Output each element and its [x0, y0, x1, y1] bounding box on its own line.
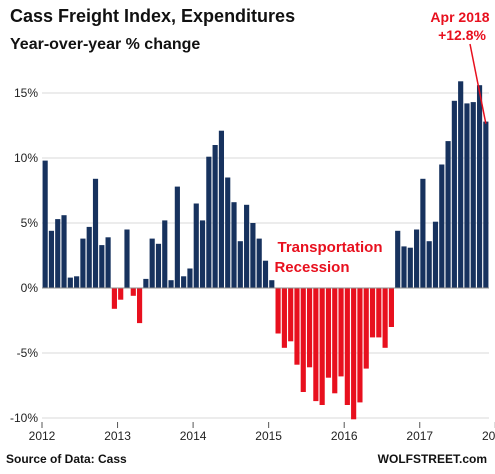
- bar: [439, 164, 445, 288]
- bar: [67, 277, 73, 288]
- bar: [212, 145, 218, 288]
- bar: [168, 280, 174, 288]
- bar: [376, 288, 382, 338]
- bar: [269, 280, 275, 288]
- bar: [275, 288, 281, 334]
- x-axis: 2012 2013 2014 2015 2016 2017 2018: [29, 287, 495, 443]
- annotation-recession-line2: Recession: [274, 259, 349, 276]
- bar: [281, 288, 287, 348]
- y-tick-label: 0%: [21, 281, 39, 295]
- bar: [351, 288, 357, 420]
- bar: [174, 186, 180, 288]
- bar: [206, 156, 212, 288]
- bar: [357, 288, 363, 403]
- bar: [288, 288, 294, 342]
- bar: [218, 130, 225, 288]
- bar: [338, 288, 344, 377]
- bar: [181, 276, 187, 288]
- x-tick-label: 2017: [406, 429, 433, 443]
- bar: [445, 141, 451, 288]
- bar: [388, 288, 394, 327]
- source-note: Source of Data: Cass: [6, 452, 127, 466]
- callout-date: Apr 2018: [430, 9, 489, 25]
- bar: [42, 160, 48, 288]
- bar: [48, 230, 55, 288]
- x-tick-label: 2018: [482, 429, 495, 443]
- chart-title: Cass Freight Index, Expenditures: [10, 6, 296, 26]
- bar: [92, 178, 99, 288]
- y-axis: 15% 10% 5% 0% -5% -10%: [10, 86, 38, 425]
- bar: [244, 204, 250, 288]
- bar: [262, 260, 269, 288]
- bar: [256, 238, 262, 288]
- bar: [225, 177, 231, 288]
- bar: [313, 288, 319, 402]
- y-tick-label: -10%: [10, 411, 38, 425]
- bar: [143, 278, 149, 288]
- bar: [420, 178, 426, 288]
- bar: [80, 238, 86, 288]
- x-tick-label: 2012: [29, 429, 56, 443]
- bar: [382, 288, 388, 348]
- bar: [332, 288, 338, 394]
- bar: [111, 288, 117, 309]
- y-tick-label: 15%: [14, 86, 38, 100]
- bar: [86, 226, 92, 288]
- bar: [458, 81, 464, 288]
- bar: [137, 288, 143, 324]
- bar: [414, 229, 420, 288]
- bar: [395, 230, 401, 288]
- chart-subtitle: Year-over-year % change: [10, 36, 201, 53]
- bar: [193, 203, 199, 288]
- bar: [451, 100, 457, 288]
- bar: [199, 220, 206, 288]
- brand-label: WOLFSTREET.com: [377, 452, 487, 466]
- callout-arrow: [469, 43, 487, 124]
- bar: [162, 220, 168, 288]
- y-tick-label: 5%: [21, 216, 39, 230]
- bar: [124, 229, 130, 288]
- bar: [61, 215, 67, 288]
- bar: [74, 276, 80, 288]
- bar: [426, 241, 432, 288]
- bar: [99, 245, 105, 288]
- bar: [464, 103, 470, 289]
- bar: [407, 247, 413, 288]
- x-tick-label: 2014: [180, 429, 207, 443]
- bar: [55, 219, 61, 288]
- bar: [483, 121, 489, 288]
- bar: [369, 288, 376, 338]
- bar: [118, 288, 124, 300]
- bars: [42, 81, 489, 420]
- bar: [294, 288, 300, 365]
- bar: [300, 288, 306, 392]
- y-tick-label: -5%: [17, 346, 39, 360]
- x-tick-label: 2013: [104, 429, 131, 443]
- bar: [149, 238, 155, 288]
- bar: [470, 102, 476, 288]
- bar: [401, 246, 407, 288]
- x-tick-label: 2016: [331, 429, 358, 443]
- bar: [325, 288, 332, 378]
- bar: [319, 288, 325, 405]
- bar: [476, 85, 483, 288]
- bar: [344, 288, 350, 405]
- callout-value: +12.8%: [438, 27, 486, 43]
- bar: [231, 202, 237, 288]
- y-tick-label: 10%: [14, 151, 38, 165]
- bar: [155, 243, 162, 288]
- x-tick-label: 2015: [255, 429, 282, 443]
- annotation-recession-line1: Transportation: [277, 239, 382, 256]
- bar: [130, 288, 136, 296]
- bar: [432, 221, 439, 288]
- bar: [250, 223, 256, 288]
- bar: [237, 241, 243, 288]
- bar: [306, 288, 313, 368]
- bar: [105, 237, 111, 288]
- bar: [363, 288, 369, 369]
- bar: [187, 268, 193, 288]
